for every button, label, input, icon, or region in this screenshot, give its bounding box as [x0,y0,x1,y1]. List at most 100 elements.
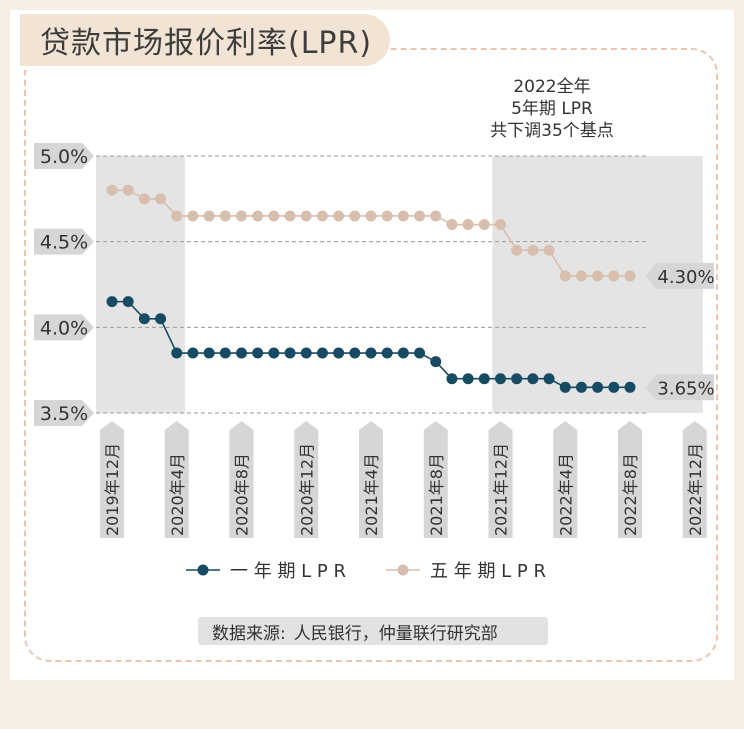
data-point [575,381,587,393]
data-point [252,347,264,359]
data-point [155,313,167,325]
data-point [495,373,506,385]
x-tick-bg [164,421,189,538]
data-point [543,373,555,385]
legend-label: 五 年 期 L P R [430,561,546,582]
x-tick-bg [553,421,578,538]
data-point [559,381,571,393]
data-point [268,347,280,359]
end-badge-bg [646,374,714,401]
x-tick: 2022年8月 [618,421,642,538]
x-tick: 2020年12月 [294,421,319,538]
data-point [543,244,555,256]
annotation-line: 共下调35个基点 [490,121,614,141]
data-point [624,270,636,282]
x-tick: 2021年4月 [359,421,383,538]
x-tick-label: 2021年12月 [492,443,511,536]
x-tick: 2022年4月 [553,421,578,538]
data-point [478,373,490,385]
data-point [155,193,167,205]
data-point [430,356,442,368]
y-tick-bg [34,143,94,169]
data-point [430,210,442,222]
data-point [462,373,474,385]
end-value-label: 4.30% [657,267,714,288]
data-point [527,244,539,256]
legend-marker [397,564,409,576]
x-tick-bg [682,421,707,538]
end-value-label: 3.65% [657,378,714,399]
data-point [203,347,215,359]
data-point [236,210,247,222]
data-point [446,219,458,231]
data-point [333,347,345,359]
data-point [608,381,620,393]
x-tick: 2019年12月 [100,421,124,538]
x-tick-label: 2021年4月 [362,453,381,536]
data-point [106,184,118,196]
data-point [187,347,199,359]
data-point [365,210,377,222]
x-tick-label: 2020年12月 [297,443,316,536]
data-point [624,381,636,393]
x-tick-label: 2022年8月 [621,453,640,536]
y-tick-bg [34,400,94,426]
data-point [300,347,312,359]
data-point [446,373,458,385]
data-point [414,347,426,359]
x-tick: 2021年12月 [488,421,513,538]
data-point [219,210,231,222]
data-point [106,296,118,308]
data-point [171,210,183,222]
data-point [349,347,361,359]
data-point [300,210,312,222]
data-point [592,270,604,282]
chart-title: 贷款市场报价利率(LPR) [40,26,373,61]
data-point [122,296,134,308]
y-tick-bg [34,228,94,255]
x-tick-bg [294,421,319,538]
x-tick-bg [423,421,448,538]
data-point [171,347,183,359]
legend-label: 一 年 期 L P R [230,561,346,582]
y-tick-label: 4.5% [40,232,88,254]
data-point [268,210,280,222]
data-point [608,270,620,282]
data-point [592,381,604,393]
x-tick-bg [488,421,513,538]
data-point [333,210,345,222]
x-tick-bg [229,421,254,538]
annotation-line: 5年期 LPR [511,99,593,119]
data-point [527,373,539,385]
data-point [349,210,361,222]
legend-item: 五 年 期 L P R [386,561,546,582]
x-tick: 2021年8月 [423,421,448,538]
data-point [236,347,247,359]
x-tick-bg [359,421,383,538]
x-tick-label: 2021年8月 [427,453,446,536]
data-point [138,313,150,325]
data-point [575,270,587,282]
title-tab [20,14,390,66]
data-point [397,210,409,222]
y-tick-badge: 3.5% [34,400,94,426]
data-point [478,219,490,231]
y-tick-label: 3.5% [40,403,88,425]
source-label: 数据来源: [212,623,286,644]
source-note: 数据来源: 人民银行，仲量联行研究部 [198,617,548,645]
data-point [365,347,377,359]
y-tick-badge: 4.5% [34,228,94,255]
data-point [122,184,134,196]
data-point [511,244,523,256]
x-tick-label: 2022年12月 [686,443,705,536]
data-point [462,219,474,231]
data-point [495,219,506,231]
x-tick-label: 2022年4月 [556,453,575,536]
y-tick-badge: 5.0% [34,143,94,169]
x-tick: 2020年4月 [164,421,189,538]
source-value: 人民银行，仲量联行研究部 [293,623,498,644]
data-point [284,210,296,222]
data-point [511,373,523,385]
data-point [397,347,409,359]
